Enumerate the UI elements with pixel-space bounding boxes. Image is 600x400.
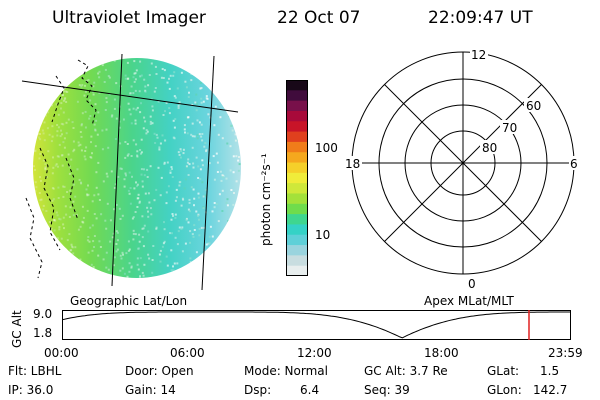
glat-value: 1.5 <box>540 364 560 378</box>
uv-image-panel <box>21 53 241 291</box>
colorbar-step <box>286 224 308 236</box>
dsp-value: 6.4 <box>300 383 320 397</box>
colorbar-step <box>286 265 308 277</box>
timeline-xtick-0600: 06:00 <box>170 346 205 360</box>
mode-info: Mode: Normal <box>244 364 328 378</box>
colorbar-tick-10: 10 <box>315 228 331 242</box>
geo-grid-lines <box>21 53 239 291</box>
header-date: 22 Oct 07 <box>277 8 361 28</box>
colorbar-step <box>286 131 308 143</box>
colorbar-frame <box>286 80 308 276</box>
coastline-overlay <box>25 59 97 279</box>
colorbar-step <box>286 203 308 215</box>
colorbar-tick-100: 100 <box>315 141 338 155</box>
colorbar <box>286 80 308 277</box>
colorbar-step <box>286 193 308 205</box>
colorbar-step <box>286 172 308 184</box>
image-projection-label: Geographic Lat/Lon <box>70 294 188 308</box>
seq-info: Seq: 39 <box>364 383 410 397</box>
colorbar-step <box>286 80 308 91</box>
colorbar-step <box>286 110 308 122</box>
dsp-label: Dsp: <box>244 383 272 397</box>
timeline-ylabel: GC Alt <box>10 310 24 348</box>
colorbar-unit-label: photon cm⁻²s⁻¹ <box>259 153 273 246</box>
timeline-ytick-1-8: 1.8 <box>33 326 53 340</box>
filter-info: Flt: LBHL <box>8 364 62 378</box>
colorbar-step <box>286 121 308 133</box>
glon-label: GLon: <box>487 383 522 397</box>
colorbar-step <box>286 162 308 174</box>
timeline-xtick-1200: 12:00 <box>297 346 332 360</box>
colorbar-scale <box>286 80 308 277</box>
mlat-label-80: 80 <box>482 141 497 155</box>
colorbar-step <box>286 245 308 256</box>
ip-info: IP: 36.0 <box>8 383 54 397</box>
altitude-timeline <box>62 310 571 340</box>
gain-info: Gain: 14 <box>125 383 176 397</box>
colorbar-step <box>286 214 308 226</box>
colorbar-step <box>286 183 308 195</box>
colorbar-step <box>286 100 308 112</box>
gc-alt-info: GC Alt: 3.7 Re <box>364 364 448 378</box>
header-time: 22:09:47 UT <box>428 8 533 28</box>
instrument-title: Ultraviolet Imager <box>52 8 206 28</box>
colorbar-step <box>286 152 308 164</box>
door-info: Door: Open <box>125 364 194 378</box>
mlat-label-70: 70 <box>502 121 517 135</box>
timeline-xtick-1800: 18:00 <box>424 346 459 360</box>
timeline-xtick-2359: 23:59 <box>548 346 583 360</box>
polar-plot: 12 18 6 0 60 70 80 <box>342 47 581 291</box>
mlat-label-60: 60 <box>526 99 541 113</box>
glat-label: GLat: <box>487 364 520 378</box>
mlt-label-0: 0 <box>468 277 476 291</box>
mlt-label-18: 18 <box>345 157 360 171</box>
timeline-xtick-0000: 00:00 <box>44 346 79 360</box>
altitude-curve <box>62 311 570 339</box>
timeline-frame <box>62 310 571 340</box>
mlt-label-6: 6 <box>570 157 578 171</box>
mlt-label-12: 12 <box>471 48 486 62</box>
colorbar-step <box>286 90 308 102</box>
glon-value: 142.7 <box>533 383 568 397</box>
colorbar-step <box>286 234 308 246</box>
colorbar-step <box>286 141 308 153</box>
polar-projection-label: Apex MLat/MLT <box>424 294 514 308</box>
timeline-ytick-9: 9.0 <box>33 307 53 321</box>
polar-grid <box>351 51 575 275</box>
colorbar-step <box>286 255 308 267</box>
